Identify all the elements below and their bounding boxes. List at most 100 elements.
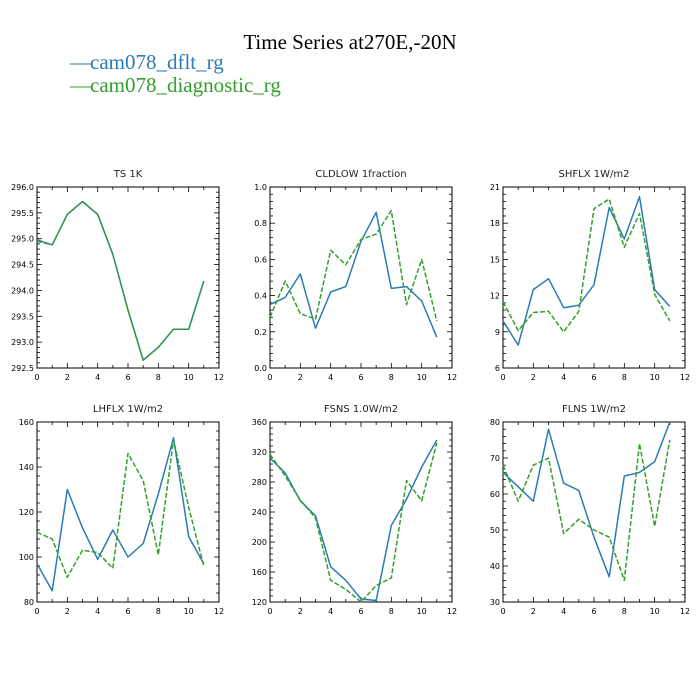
figure-title: Time Series at270E,-20N	[243, 30, 457, 54]
x-tick-label: 8	[622, 607, 627, 616]
y-tick-label: 0.8	[254, 219, 267, 228]
x-tick-label: 0	[34, 607, 39, 616]
y-tick-label: 320	[252, 448, 267, 457]
x-tick-label: 8	[389, 373, 394, 382]
x-tick-label: 12	[680, 607, 690, 616]
series-line-dflt	[502, 421, 671, 578]
x-tick-label: 8	[156, 607, 161, 616]
y-tick-label: 80	[490, 418, 500, 427]
y-tick-label: 1.0	[254, 183, 267, 192]
legend-label-diagnostic: cam078_diagnostic_rg	[90, 73, 281, 97]
y-tick-label: 9	[495, 328, 500, 337]
series-line-diagnostic	[36, 439, 205, 579]
y-tick-label: 292.5	[11, 364, 34, 373]
y-tick-label: 294.0	[11, 286, 34, 295]
x-tick-label: 8	[389, 607, 394, 616]
y-tick-label: 240	[252, 508, 267, 517]
y-tick-label: 30	[490, 598, 500, 607]
panel-title: FLNS 1W/m2	[562, 404, 626, 415]
y-tick-label: 0.4	[254, 292, 267, 301]
x-tick-label: 6	[358, 373, 363, 382]
x-tick-label: 10	[417, 607, 427, 616]
y-tick-label: 295.5	[11, 209, 34, 218]
y-tick-label: 160	[19, 418, 34, 427]
series-line-diagnostic	[269, 209, 438, 322]
y-tick-label: 160	[252, 568, 267, 577]
y-tick-label: 0.2	[254, 328, 267, 337]
x-tick-label: 12	[447, 607, 457, 616]
x-tick-label: 2	[65, 607, 70, 616]
chart-panel-2: CLDLOW 1fraction 0 2 4 6 8 10 12 0.0 0.2 0.4 0.6 0.8…	[254, 169, 457, 382]
chart-panel-1: TS 1K 0 2 4 6 8 10 12 292.5 293.0 293.5 294.0 294.5 2…	[11, 169, 224, 382]
series-line-dflt	[269, 439, 438, 602]
y-tick-label: 0.0	[254, 364, 267, 373]
x-tick-label: 0	[500, 373, 505, 382]
legend-line-dflt: —	[70, 50, 91, 74]
series-line-diagnostic	[502, 439, 671, 582]
y-tick-label: 120	[19, 508, 34, 517]
x-tick-label: 6	[125, 607, 130, 616]
y-tick-label: 12	[490, 292, 500, 301]
y-tick-label: 140	[19, 463, 34, 472]
y-tick-label: 60	[490, 490, 500, 499]
y-tick-label: 40	[490, 562, 500, 571]
y-tick-label: 0.6	[254, 255, 267, 264]
x-tick-label: 6	[591, 373, 596, 382]
x-tick-label: 4	[328, 373, 333, 382]
x-tick-label: 8	[156, 373, 161, 382]
y-tick-label: 293.0	[11, 338, 34, 347]
panel-title: TS 1K	[113, 169, 143, 180]
y-tick-label: 80	[24, 598, 34, 607]
y-tick-label: 15	[490, 255, 500, 264]
plot-frame	[269, 421, 453, 603]
series-line-diagnostic	[269, 442, 438, 603]
x-tick-label: 10	[184, 607, 194, 616]
x-tick-label: 0	[500, 607, 505, 616]
x-tick-label: 12	[214, 373, 224, 382]
legend-label-dflt: cam078_dflt_rg	[90, 50, 224, 74]
x-tick-label: 4	[561, 607, 566, 616]
y-tick-label: 295.0	[11, 235, 34, 244]
chart-panel-3: SHFLX 1W/m2 0 2 4 6 8 10 12 6 9 12 15 18 21	[490, 169, 690, 382]
y-tick-label: 296.0	[11, 183, 34, 192]
x-tick-label: 8	[622, 373, 627, 382]
y-tick-label: 280	[252, 478, 267, 487]
panel-title: SHFLX 1W/m2	[559, 169, 630, 180]
panel-title: CLDLOW 1fraction	[315, 169, 406, 180]
x-tick-label: 4	[95, 373, 100, 382]
x-tick-label: 12	[680, 373, 690, 382]
plot-frame	[36, 186, 220, 369]
x-tick-label: 6	[125, 373, 130, 382]
plot-frame	[502, 421, 686, 603]
x-tick-label: 10	[650, 607, 660, 616]
x-tick-label: 10	[650, 373, 660, 382]
x-tick-label: 0	[267, 373, 272, 382]
y-tick-label: 294.5	[11, 261, 34, 270]
x-tick-label: 2	[298, 373, 303, 382]
x-tick-label: 4	[95, 607, 100, 616]
legend-entry-diagnostic: —cam078_diagnostic_rg	[70, 73, 281, 98]
y-tick-label: 360	[252, 418, 267, 427]
series-line-diagnostic	[502, 198, 671, 333]
series-line-dflt	[502, 195, 671, 346]
y-tick-label: 50	[490, 526, 500, 535]
y-tick-label: 100	[19, 553, 34, 562]
legend-entry-dflt: —cam078_dflt_rg	[70, 50, 224, 75]
x-tick-label: 0	[267, 607, 272, 616]
y-tick-label: 70	[490, 454, 500, 463]
chart-panel-5: FSNS 1.0W/m2 0 2 4 6 8 10 12 120 160 200 240 280 320 3…	[252, 404, 457, 616]
y-tick-label: 120	[252, 598, 267, 607]
x-tick-label: 4	[328, 607, 333, 616]
panel-title: FSNS 1.0W/m2	[324, 404, 398, 415]
x-tick-label: 12	[214, 607, 224, 616]
x-tick-label: 6	[358, 607, 363, 616]
legend-line-diagnostic: —	[70, 73, 91, 97]
x-tick-label: 2	[531, 373, 536, 382]
plot-frame	[502, 186, 686, 369]
x-tick-label: 10	[417, 373, 427, 382]
x-tick-label: 12	[447, 373, 457, 382]
y-tick-label: 200	[252, 538, 267, 547]
chart-panel-6: FLNS 1W/m2 0 2 4 6 8 10 12 30 40 50 60 70 80	[490, 404, 690, 616]
